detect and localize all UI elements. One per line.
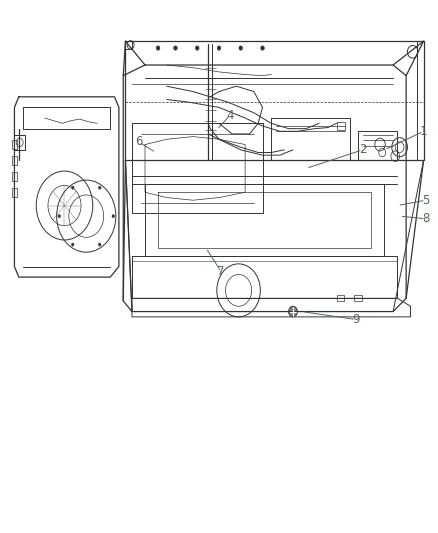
Circle shape [112,215,115,217]
Text: 7: 7 [217,265,225,278]
Bar [12,140,18,149]
Circle shape [71,186,74,189]
Circle shape [217,46,221,50]
Bar [354,295,362,301]
Text: 5: 5 [422,193,429,207]
Text: 6: 6 [135,135,142,148]
Circle shape [99,243,101,246]
Text: 2: 2 [359,143,366,156]
Text: 1: 1 [420,125,427,138]
Bar [336,295,344,301]
Circle shape [71,243,74,246]
Circle shape [239,46,243,50]
Bar [12,156,18,165]
Circle shape [156,46,160,50]
Bar [12,172,18,181]
Circle shape [174,46,177,50]
Circle shape [195,46,199,50]
Circle shape [261,46,264,50]
Circle shape [289,306,297,317]
Text: 4: 4 [226,109,233,122]
Text: 8: 8 [422,212,429,225]
Circle shape [99,186,101,189]
Text: 9: 9 [352,313,360,326]
Circle shape [58,215,60,217]
Bar [12,188,18,197]
